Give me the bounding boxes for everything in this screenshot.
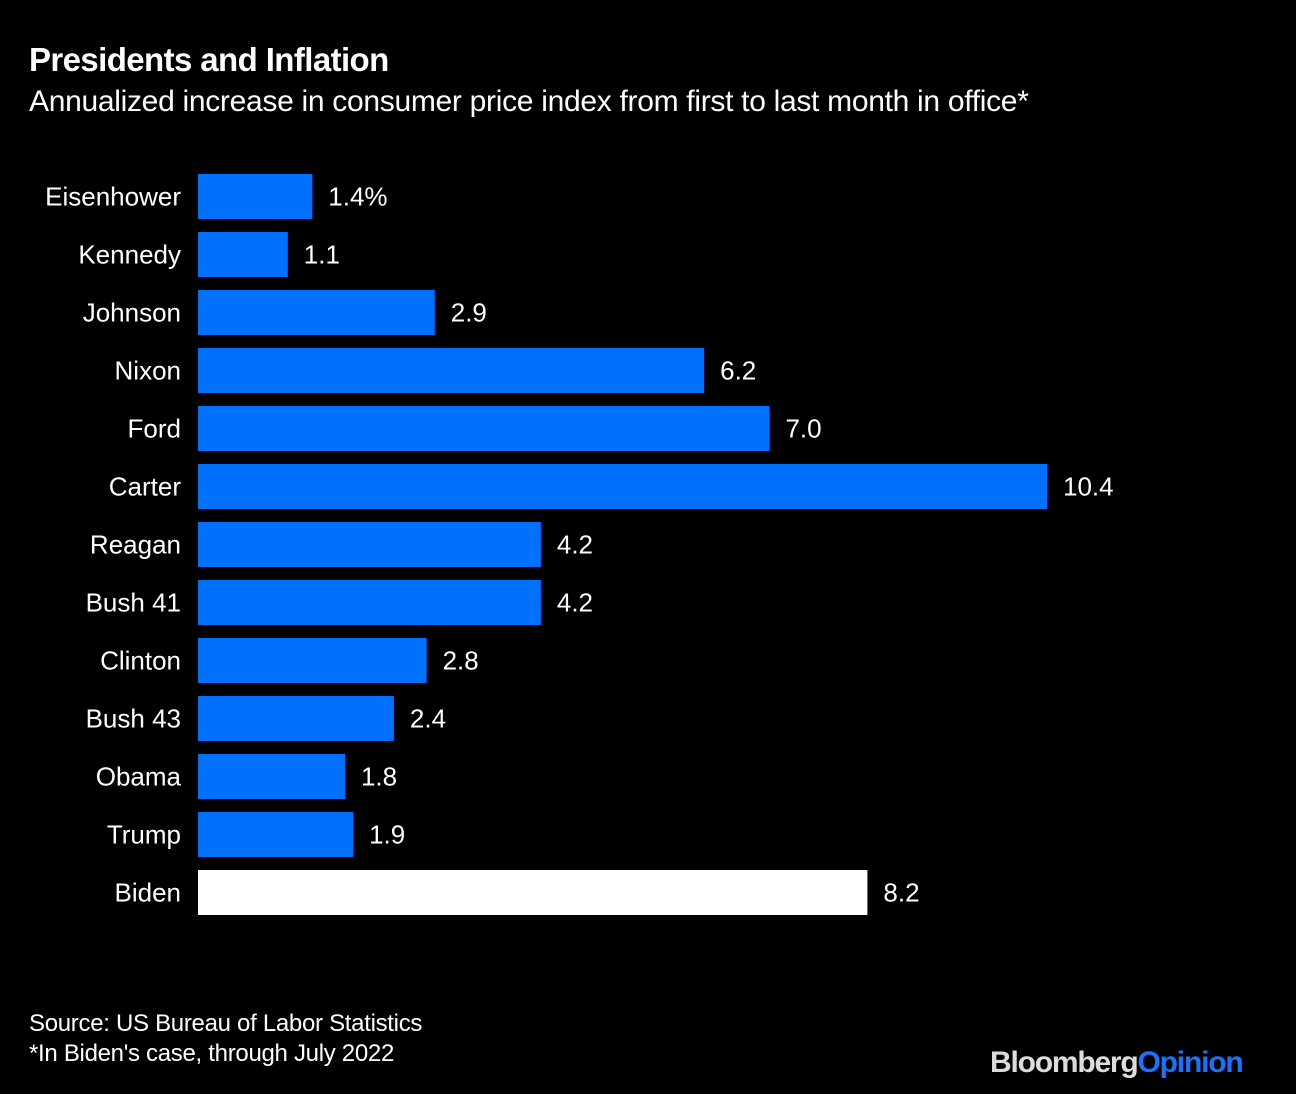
value-label: 6.2 bbox=[720, 356, 756, 386]
footnote: *In Biden's case, through July 2022 bbox=[29, 1040, 394, 1067]
chart-title: Presidents and Inflation bbox=[29, 41, 389, 78]
category-label: Bush 41 bbox=[86, 588, 181, 618]
bar-eisenhower bbox=[198, 174, 313, 219]
value-label: 7.0 bbox=[785, 414, 821, 444]
chart-subtitle: Annualized increase in consumer price in… bbox=[29, 85, 1029, 118]
value-label: 1.4% bbox=[328, 182, 387, 212]
source-note: Source: US Bureau of Labor Statistics bbox=[29, 1010, 423, 1037]
bar-obama bbox=[198, 754, 345, 799]
bar-johnson bbox=[198, 290, 435, 335]
category-label: Eisenhower bbox=[45, 182, 181, 212]
value-label: 8.2 bbox=[883, 878, 919, 908]
bar-carter bbox=[198, 464, 1047, 509]
category-label: Biden bbox=[115, 878, 182, 908]
bar-bush-41 bbox=[198, 580, 541, 625]
value-label: 4.2 bbox=[557, 588, 593, 618]
category-label: Reagan bbox=[90, 530, 181, 560]
bloomberg-opinion-logo: BloombergOpinion bbox=[990, 1046, 1244, 1080]
logo-brand: Bloomberg bbox=[990, 1046, 1139, 1079]
value-label: 2.9 bbox=[451, 298, 487, 328]
category-label: Carter bbox=[109, 472, 182, 502]
category-label: Nixon bbox=[115, 356, 181, 386]
bar-chart: Eisenhower 1.4% Kennedy 1.1 Johnson 2.9 Nixon 6… bbox=[45, 174, 1114, 915]
value-label: 4.2 bbox=[557, 530, 593, 560]
category-label: Ford bbox=[128, 414, 181, 444]
bar-clinton bbox=[198, 638, 427, 683]
bar-biden bbox=[198, 870, 868, 915]
category-label: Bush 43 bbox=[86, 704, 181, 734]
value-label: 1.9 bbox=[369, 820, 405, 850]
value-label: 2.4 bbox=[410, 704, 446, 734]
category-label: Clinton bbox=[100, 646, 181, 676]
category-label: Obama bbox=[96, 762, 182, 792]
value-label: 1.8 bbox=[361, 762, 397, 792]
bar-nixon bbox=[198, 348, 705, 393]
bar-kennedy bbox=[198, 232, 288, 277]
logo-section: Opinion bbox=[1137, 1046, 1244, 1079]
bar-bush-43 bbox=[198, 696, 394, 741]
value-label: 1.1 bbox=[304, 240, 340, 270]
bar-ford bbox=[198, 406, 770, 451]
category-label: Trump bbox=[107, 820, 181, 850]
bar-reagan bbox=[198, 522, 541, 567]
bar-trump bbox=[198, 812, 354, 857]
category-label: Kennedy bbox=[78, 240, 181, 270]
value-label: 10.4 bbox=[1063, 472, 1114, 502]
category-label: Johnson bbox=[83, 298, 181, 328]
value-label: 2.8 bbox=[443, 646, 479, 676]
